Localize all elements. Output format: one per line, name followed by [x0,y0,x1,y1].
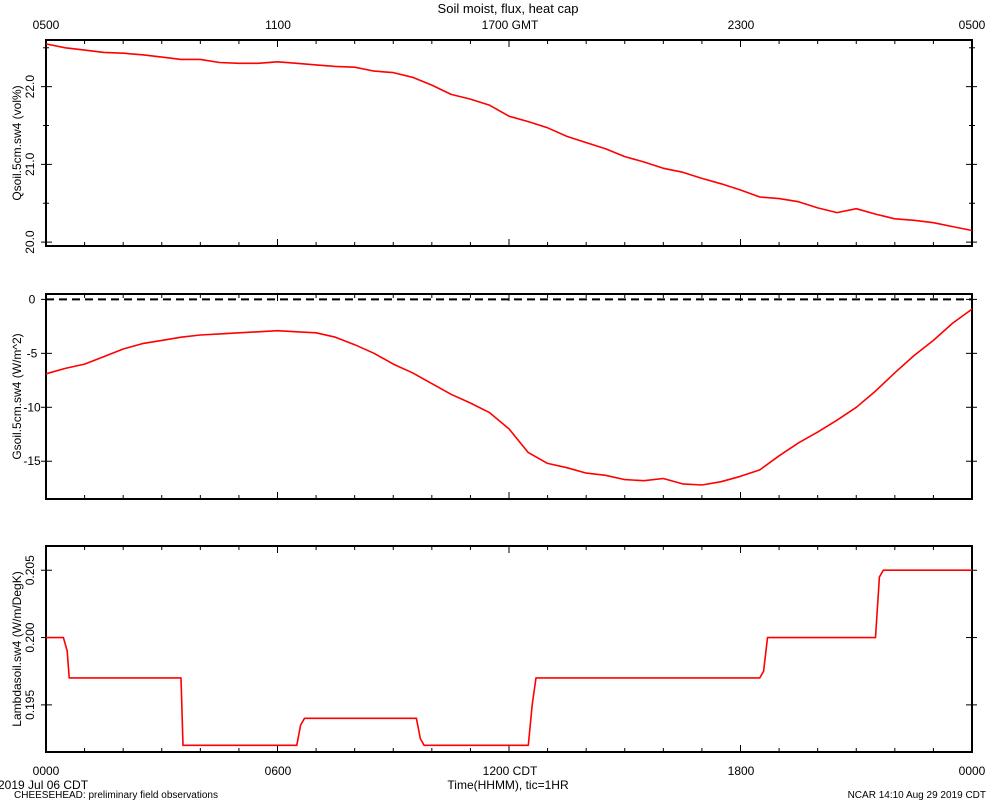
bottom-tick-label: 0000 [959,764,986,778]
y-axis-label: Gsoil.5cm.sw4 (W/m^2) [10,333,24,459]
x-axis-label: Time(HHMM), tic=1HR [447,778,569,792]
top-tick-label: 1100 [265,18,291,32]
y-axis-label: Lambdasoil.sw4 (W/m/DegK) [10,571,24,726]
y-tick-label: -5 [27,346,38,360]
series-line [46,569,972,747]
plot-frame [45,39,973,247]
top-tick-label: 0500 [959,18,986,32]
y-tick-label: 0.200 [23,622,37,652]
y-tick-label: 0.205 [23,555,37,585]
y-tick-label: -15 [23,454,41,468]
plot-frame [45,293,973,500]
plot-frame [45,545,973,753]
top-tick-label: 0500 [33,18,60,32]
footer-project: CHEESEHEAD: preliminary field observatio… [14,790,218,800]
bottom-tick-label: 1800 [728,764,755,778]
chart-title: Soil moist, flux, heat cap [438,1,579,16]
y-tick-label: 0.195 [23,690,37,720]
footer-date: 2019 Jul 06 CDT [0,778,89,792]
bottom-tick-label: 0600 [265,764,292,778]
footer-stamp: NCAR 14:10 Aug 29 2019 CDT [848,790,986,800]
series-line [45,308,973,486]
y-tick-label: 22.0 [23,75,37,99]
y-axis-label: Qsoil.5cm.sw4 (vol%) [10,85,24,200]
top-tick-label: 2300 [728,18,755,32]
bottom-tick-label: 1200 CDT [483,764,538,778]
y-tick-label: 21.0 [23,152,37,176]
y-tick-label: 20.0 [23,230,37,254]
series-line [45,43,973,232]
y-tick-label: -10 [23,400,41,414]
bottom-tick-label: 0000 [33,764,60,778]
y-tick-label: 0 [29,292,36,306]
top-tick-label: 1700 GMT [482,18,539,32]
